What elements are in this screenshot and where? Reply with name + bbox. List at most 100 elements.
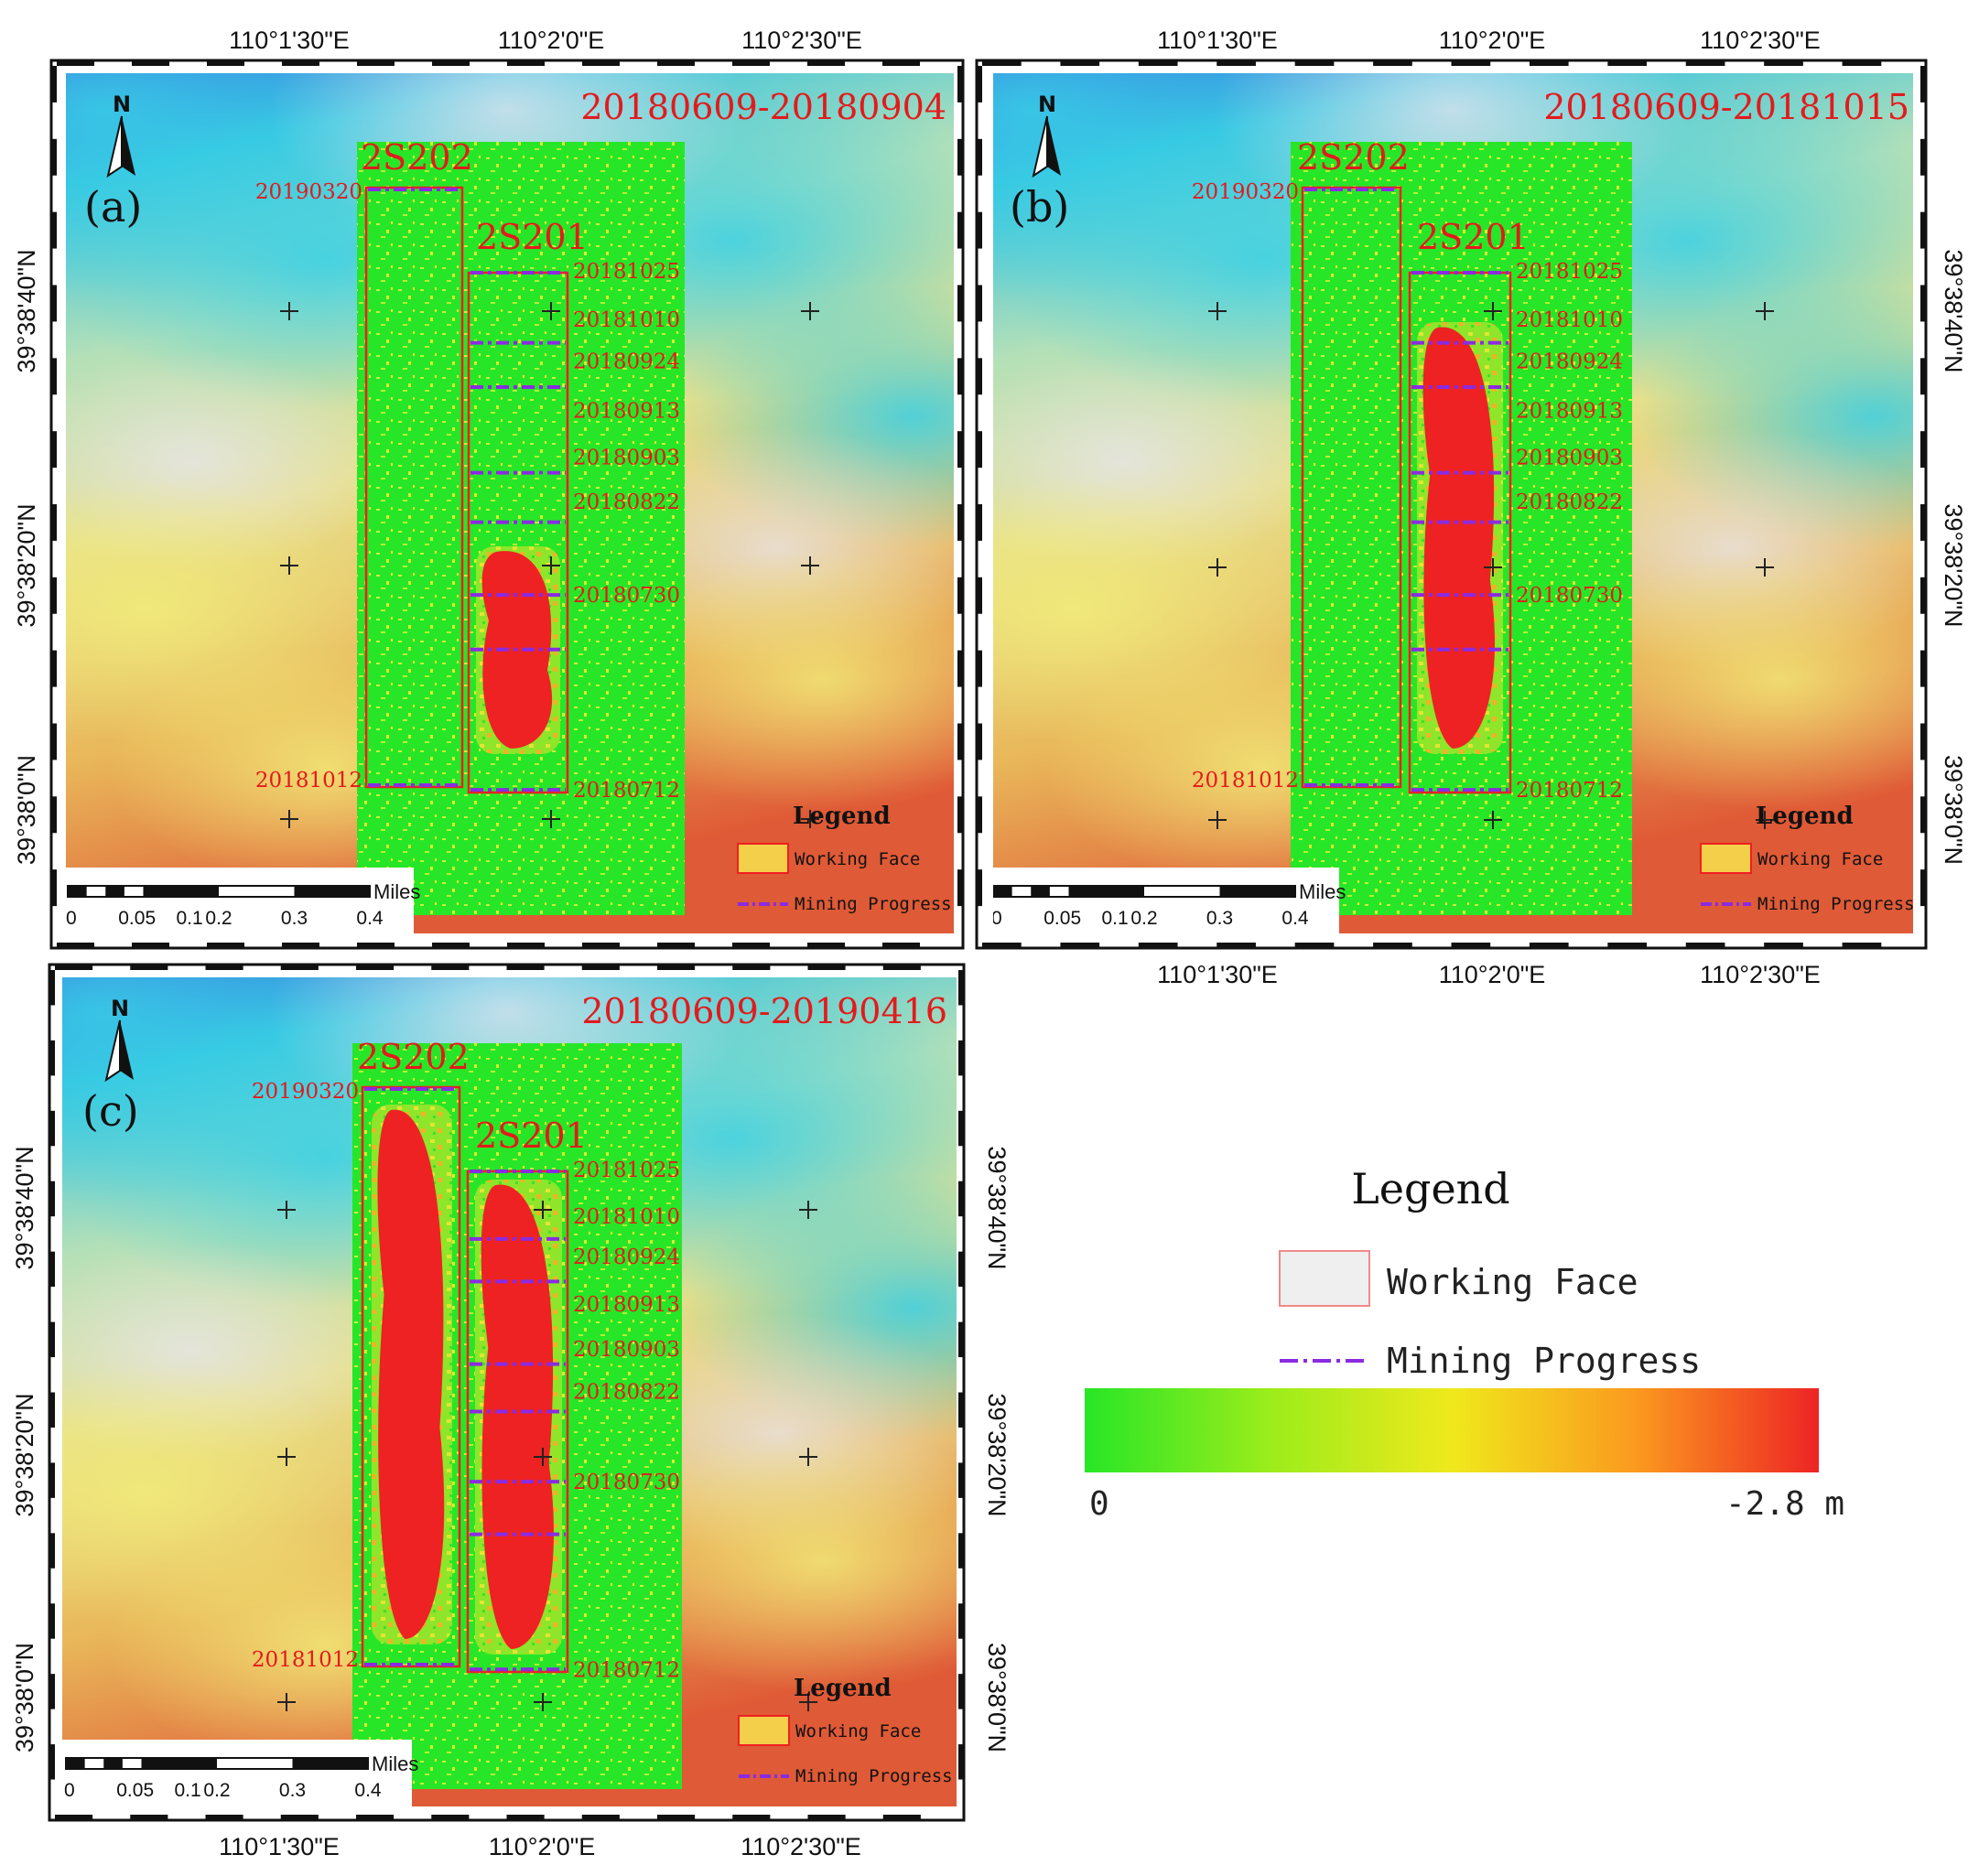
face-name-2s201: 2S201	[475, 1116, 588, 1156]
frame-tick	[51, 285, 57, 322]
frame-tick	[1529, 60, 1569, 66]
north-arrow-icon: N	[1032, 92, 1061, 178]
frame-tick	[1294, 60, 1335, 66]
progress-date-label: 20180913	[573, 1293, 680, 1317]
graticule-cross	[280, 810, 298, 828]
mini-legend-face-swatch	[737, 843, 789, 874]
progress-date-label: 20181025	[1516, 260, 1623, 284]
frame-tick	[1920, 577, 1926, 614]
frame-tick	[1685, 943, 1725, 948]
frame-tick	[49, 970, 55, 1006]
deformation-color-ramp	[1085, 1388, 1819, 1472]
panel-tag: (a)	[84, 182, 142, 232]
map-content: 20181025 20181010 20180924 20180913 20180903…	[993, 73, 1915, 933]
working-face-2s202	[1301, 186, 1402, 789]
frame-tick	[581, 965, 620, 970]
mini-legend-face-swatch	[738, 1715, 790, 1746]
graticule-cross	[1208, 811, 1227, 829]
frame-tick	[55, 965, 93, 970]
frame-tick	[657, 965, 696, 970]
left-face-top-date: 20190320	[252, 1080, 359, 1104]
subsidence-zone-right	[1422, 327, 1496, 749]
frame-tick	[982, 943, 1022, 948]
frame-tick	[807, 943, 845, 948]
graticule-cross	[799, 1693, 817, 1711]
latitude-label: 39°38'20"N	[13, 503, 40, 627]
subsidence-zone-left	[377, 1109, 445, 1639]
scale-bar: Miles 0 0.05 0.1 0.2 0.3 0.4	[62, 1740, 418, 1806]
frame-tick	[657, 943, 695, 948]
scale-bar-segment	[1068, 886, 1144, 897]
scale-bar-tick-label: 0.4	[354, 1780, 382, 1801]
north-arrow-icon: N	[106, 92, 135, 178]
mini-legend-title: Legend	[793, 803, 891, 830]
frame-tick	[958, 1603, 964, 1639]
longitude-label: 110°2'30"E	[741, 1833, 861, 1860]
frame-tick	[432, 943, 470, 948]
frame-tick	[51, 431, 57, 469]
frame-tick	[957, 869, 963, 907]
scale-bar-background	[62, 1740, 412, 1806]
frame-tick	[130, 1815, 168, 1820]
period-title: 20180609-20190416	[581, 991, 947, 1031]
scale-bar-tick-label: 0.2	[205, 908, 232, 929]
progress-date-label: 20180822	[573, 491, 680, 514]
working-face-2s201	[467, 271, 569, 794]
frame-tick	[51, 723, 57, 760]
frame-tick	[1920, 431, 1926, 469]
graticule-cross	[542, 302, 560, 320]
scale-bar: Miles 0 0.05 0.1 0.2 0.3 0.4	[66, 868, 420, 933]
frame-tick	[356, 965, 395, 970]
graticule-cross	[277, 1693, 296, 1711]
latitude-label: 39°38'40"N	[13, 249, 40, 372]
graticule-cross	[801, 556, 819, 575]
frame-tick	[582, 60, 620, 66]
left-face-bottom-date: 20181012	[252, 1648, 359, 1672]
left-face-bottom-date: 20181012	[255, 769, 362, 792]
frame-tick	[1920, 723, 1926, 760]
frame-tick	[958, 1674, 964, 1709]
graticule-cross	[1208, 302, 1227, 320]
scale-bar-units: Miles	[372, 1752, 418, 1775]
frame-tick	[958, 1533, 964, 1569]
progress-date-label: 20180730	[573, 584, 680, 608]
frame-tick	[357, 60, 395, 66]
frame-tick	[957, 431, 963, 469]
graticule-cross	[801, 302, 819, 320]
progress-date-label: 20180913	[1516, 400, 1623, 424]
longitude-label-top: 110°2'30"E	[1700, 27, 1821, 54]
progress-date-label: 20180712	[1516, 779, 1623, 803]
frame-tick	[807, 1815, 846, 1820]
graticule-cross	[801, 810, 819, 828]
map-content: 20181025 20181010 20180924 20180913 20180903…	[62, 977, 957, 1806]
latitude-label-right: 39°38'40"N	[1940, 249, 1967, 372]
graticule-cross	[1208, 558, 1227, 577]
frame-tick	[49, 1040, 55, 1076]
scale-bar-tick-label: 0.1	[1102, 908, 1129, 929]
progress-date-label: 20180903	[1516, 447, 1623, 470]
main-legend-title: Legend	[1351, 1164, 1510, 1213]
scale-bar-segment	[292, 1758, 368, 1769]
progress-date-label: 20180712	[573, 779, 680, 803]
panel-tag: (c)	[82, 1086, 139, 1136]
frame-tick	[55, 1815, 93, 1820]
mini-legend-face-swatch	[1700, 843, 1752, 874]
graticule-cross	[1484, 558, 1502, 577]
frame-tick	[958, 1040, 964, 1076]
scale-bar-background	[993, 868, 1339, 933]
north-arrow-left	[106, 115, 123, 178]
mini-legend-mining-progress: Mining Progress	[1757, 894, 1915, 914]
latitude-label: 39°38'0"N	[11, 1643, 38, 1752]
frame-tick	[205, 1815, 243, 1820]
left-face-bottom-date: 20181012	[1192, 769, 1299, 792]
mini-legend: Legend Working Face Mining Progress	[737, 803, 952, 914]
frame-tick	[51, 577, 57, 614]
frame-tick	[957, 650, 963, 687]
subsidence-zone-right	[481, 1184, 554, 1649]
frame-tick	[432, 60, 470, 66]
frame-tick	[977, 796, 982, 834]
frame-tick	[1920, 650, 1926, 687]
scale-bar-units: Miles	[1299, 880, 1346, 903]
scale-bar-tick-label: 0.1	[177, 908, 203, 929]
progress-date-label: 20180730	[1516, 584, 1623, 608]
